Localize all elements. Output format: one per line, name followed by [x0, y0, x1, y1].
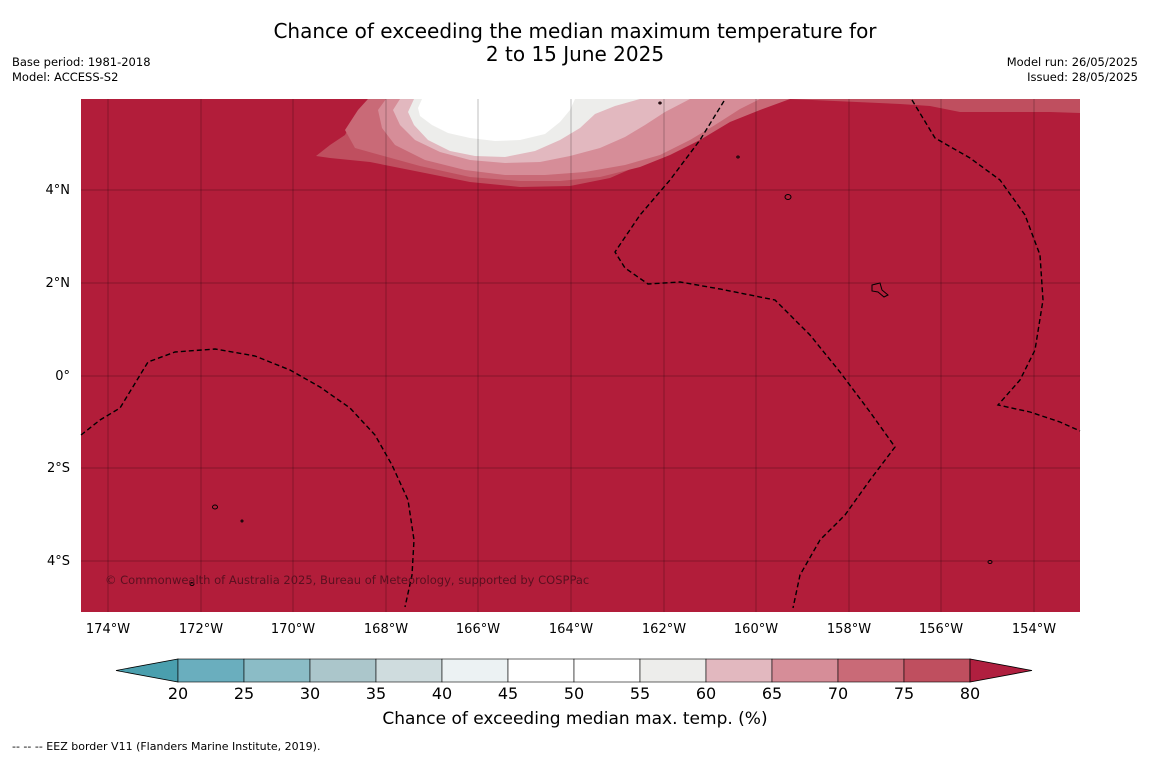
- colorbar-extend-high: [969, 658, 1033, 683]
- island-outlines: [189, 101, 993, 586]
- lon-label-162w: 162°W: [641, 622, 687, 637]
- model-run: Model run: 26/05/2025: [1006, 55, 1138, 69]
- colorbar-label: Chance of exceeding median max. temp. (%…: [382, 709, 768, 729]
- lon-label-172w: 172°W: [178, 622, 224, 637]
- colorbar-bin: [639, 658, 707, 683]
- colorbar-bin: [309, 658, 377, 683]
- map-background: [81, 99, 1080, 612]
- colorbar-tick-80: 80: [959, 684, 981, 703]
- lat-label-4s: 4°S: [46, 554, 70, 569]
- lon-label-166w: 166°W: [455, 622, 501, 637]
- lat-label-0: 0°: [55, 369, 70, 384]
- colorbar-tick-50: 50: [563, 684, 585, 703]
- colorbar-tick-20: 20: [167, 684, 189, 703]
- colorbar-bin: [705, 658, 773, 683]
- colorbar-bin: [441, 658, 509, 683]
- lat-label-4n: 4°N: [45, 183, 71, 198]
- colorbar-tick-35: 35: [365, 684, 387, 703]
- eez-borders: [80, 99, 1081, 609]
- colorbar-tick-75: 75: [893, 684, 915, 703]
- colorbar-tick-55: 55: [629, 684, 651, 703]
- meta-right: Model run: 26/05/2025 Issued: 28/05/2025: [1007, 55, 1138, 85]
- map-gridlines: [81, 99, 1080, 612]
- issued-date: Issued: 28/05/2025: [1027, 70, 1138, 84]
- colorbar-tick-65: 65: [761, 684, 783, 703]
- lat-label-2s: 2°S: [46, 461, 70, 476]
- colorbar-tick-70: 70: [827, 684, 849, 703]
- chart-title-line1: Chance of exceeding the median maximum t…: [273, 19, 877, 43]
- lon-label-154w: 154°W: [1011, 622, 1057, 637]
- colorbar-bin: [837, 658, 905, 683]
- lon-label-156w: 156°W: [918, 622, 964, 637]
- colorbar-tick-40: 40: [431, 684, 453, 703]
- colorbar-tick-60: 60: [695, 684, 717, 703]
- chart-title-line2: 2 to 15 June 2025: [485, 42, 665, 66]
- colorbar-bin: [771, 658, 839, 683]
- model-name: Model: ACCESS-S2: [12, 70, 119, 84]
- colorbar-tick-45: 45: [497, 684, 519, 703]
- copyright-notice: © Commonwealth of Australia 2025, Bureau…: [105, 573, 590, 587]
- lon-label-174w: 174°W: [85, 622, 131, 637]
- base-period: Base period: 1981-2018: [12, 55, 151, 69]
- colorbar-bin: [375, 658, 443, 683]
- meta-left: Base period: 1981-2018 Model: ACCESS-S2: [12, 55, 151, 85]
- colorbar-bin: [573, 658, 641, 683]
- colorbar-bin: [177, 658, 245, 683]
- lon-label-160w: 160°W: [733, 622, 779, 637]
- colorbar-tick-25: 25: [233, 684, 255, 703]
- lon-label-170w: 170°W: [270, 622, 316, 637]
- colorbar-tick-30: 30: [299, 684, 321, 703]
- eez-footnote: -- -- -- EEZ border V11 (Flanders Marine…: [12, 740, 321, 753]
- lat-label-2n: 2°N: [45, 276, 71, 291]
- colorbar-bin: [507, 658, 575, 683]
- colorbar: [115, 658, 1033, 683]
- lon-label-164w: 164°W: [548, 622, 594, 637]
- warm-anomaly-contours: [316, 99, 1080, 187]
- colorbar-extend-low: [115, 658, 179, 683]
- colorbar-bin: [243, 658, 311, 683]
- lon-label-158w: 158°W: [826, 622, 872, 637]
- lon-label-168w: 168°W: [363, 622, 409, 637]
- colorbar-bin: [903, 658, 971, 683]
